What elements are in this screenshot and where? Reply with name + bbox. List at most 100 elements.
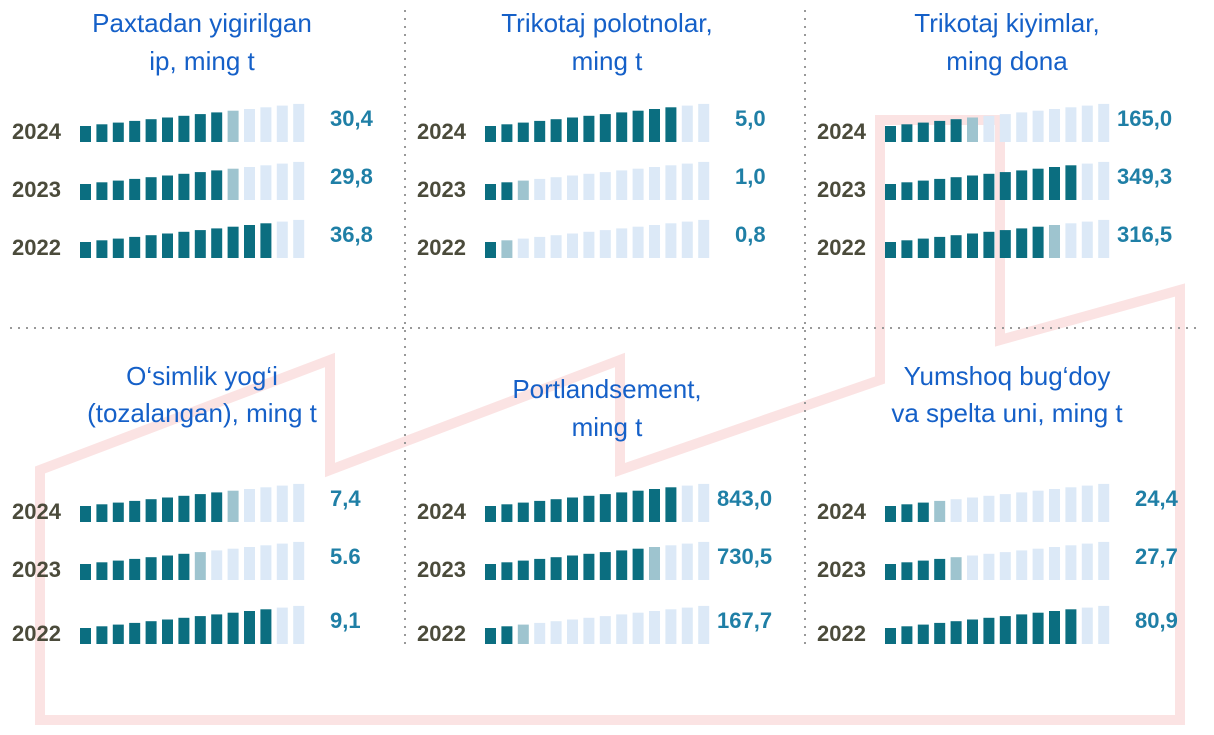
meter-segment: [983, 232, 994, 258]
meter-segment: [1049, 109, 1060, 142]
meter-segment: [485, 242, 496, 258]
meter-segment: [1000, 172, 1011, 200]
meter-segment: [901, 240, 912, 258]
meter-segment: [113, 239, 124, 258]
meter-segment: [649, 489, 660, 522]
value-label: 730,5: [717, 544, 772, 569]
meter-segment: [113, 561, 124, 580]
meter-segment: [277, 106, 288, 142]
meter-segment: [698, 104, 709, 142]
meter-segment: [698, 606, 709, 644]
meter-segment: [80, 184, 91, 200]
meter-segment: [583, 618, 594, 644]
meter-segment: [518, 239, 529, 258]
meter-segment: [665, 107, 676, 142]
meter-segment: [178, 496, 189, 522]
meter-segment: [649, 611, 660, 644]
meter-segment: [600, 494, 611, 522]
meter-segment: [1049, 611, 1060, 644]
meter-segment: [1098, 484, 1109, 522]
meter: [885, 484, 1109, 522]
meter-segment: [1065, 165, 1076, 200]
meter-segment: [228, 169, 239, 200]
meter-segment: [244, 167, 255, 200]
meter-segment: [195, 494, 206, 522]
meter-segment: [967, 234, 978, 259]
meter-segment: [1033, 227, 1044, 258]
meter-segment: [1000, 494, 1011, 522]
meter-segment: [616, 112, 627, 142]
panel-title: va spelta uni, ming t: [891, 398, 1123, 428]
value-label: 24,4: [1135, 486, 1179, 511]
meter-segment: [162, 620, 173, 645]
meter-segment: [80, 506, 91, 522]
meter-segment: [244, 611, 255, 644]
meter-segment: [211, 614, 222, 644]
meter-segment: [293, 162, 304, 200]
meter-segment: [211, 170, 222, 200]
meter-segment: [534, 501, 545, 522]
meter-segment: [293, 220, 304, 258]
meter-segment: [211, 112, 222, 142]
panel-title: ip, ming t: [149, 46, 255, 76]
meter-segment: [211, 492, 222, 522]
meter-segment: [501, 562, 512, 580]
meter-segment: [1082, 164, 1093, 200]
meter-segment: [951, 177, 962, 200]
meter-segment: [934, 501, 945, 522]
meter-segment: [665, 165, 676, 200]
meter-segment: [211, 228, 222, 258]
meter-segment: [293, 484, 304, 522]
meter-segment: [1098, 542, 1109, 580]
year-label: 2023: [12, 557, 61, 582]
meter-segment: [918, 181, 929, 200]
meter-segment: [277, 222, 288, 258]
panel-title: Portlandsement,: [512, 374, 701, 404]
meter-segment: [567, 118, 578, 143]
year-label: 2022: [12, 235, 61, 260]
meter-segment: [1098, 162, 1109, 200]
meter-segment: [983, 496, 994, 522]
meter: [885, 606, 1109, 644]
meter-segment: [244, 547, 255, 580]
meter-segment: [485, 506, 496, 522]
meter-segment: [633, 491, 644, 522]
value-label: 7,4: [330, 486, 361, 511]
meter-segment: [665, 545, 676, 580]
meter-segment: [665, 223, 676, 258]
meter-segment: [501, 240, 512, 258]
meter-segment: [146, 557, 157, 580]
meter: [485, 606, 709, 644]
meter-segment: [901, 562, 912, 580]
meter-segment: [682, 608, 693, 644]
meter: [80, 606, 304, 644]
meter-segment: [1016, 614, 1027, 644]
value-label: 29,8: [330, 164, 373, 189]
meter-segment: [1016, 492, 1027, 522]
meter-segment: [178, 174, 189, 200]
meter-segment: [129, 501, 140, 522]
meter: [885, 542, 1109, 580]
meter-segment: [698, 484, 709, 522]
meter-segment: [146, 499, 157, 522]
meter-segment: [567, 234, 578, 259]
meter-segment: [1065, 609, 1076, 644]
meter-segment: [600, 552, 611, 580]
year-label: 2022: [417, 621, 466, 646]
meter-segment: [1065, 545, 1076, 580]
meter-segment: [1065, 487, 1076, 522]
meter-segment: [1082, 544, 1093, 580]
meter-segment: [885, 242, 896, 258]
meter-segment: [682, 106, 693, 142]
meter-segment: [1033, 111, 1044, 142]
meter-segment: [901, 504, 912, 522]
meter-segment: [1000, 552, 1011, 580]
meter-segment: [162, 234, 173, 259]
meter-segment: [918, 561, 929, 580]
meter-segment: [113, 503, 124, 522]
panel: Trikotaj kiyimlar,ming dona2024165,02023…: [817, 8, 1172, 260]
meter-segment: [551, 557, 562, 580]
meter-segment: [616, 614, 627, 644]
